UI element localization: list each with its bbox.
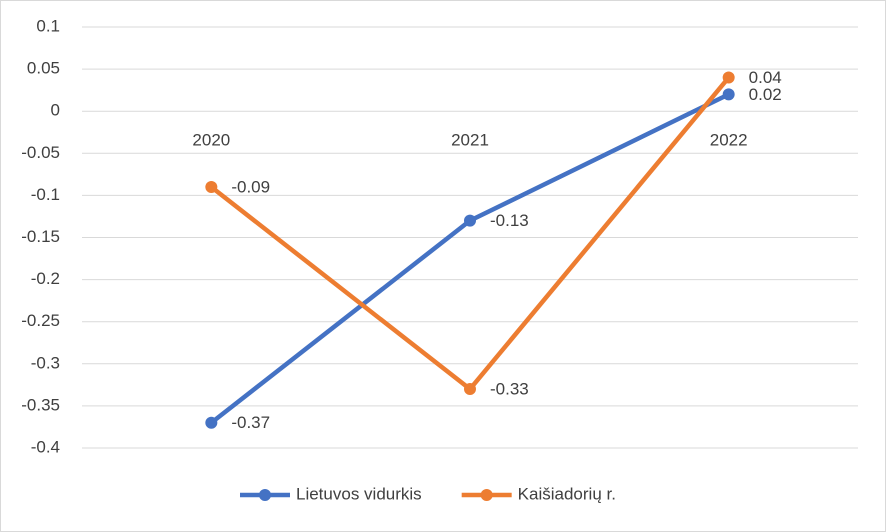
legend: Lietuvos vidurkis Kaišiadorių r. bbox=[240, 484, 616, 503]
legend-marker bbox=[259, 489, 271, 501]
data-label: -0.13 bbox=[490, 211, 529, 230]
data-label: 0.02 bbox=[749, 85, 782, 104]
data-point bbox=[464, 214, 476, 227]
data-label: 0.04 bbox=[749, 68, 782, 87]
x-tick-label: 2020 bbox=[192, 131, 230, 150]
x-tick-label: 2021 bbox=[451, 131, 489, 150]
y-tick-label: -0.1 bbox=[31, 185, 60, 204]
y-tick-label: 0.05 bbox=[27, 59, 60, 78]
y-tick-label: -0.2 bbox=[31, 269, 60, 288]
y-tick-label: -0.25 bbox=[21, 311, 60, 330]
y-tick-label: -0.05 bbox=[21, 143, 60, 162]
data-label: -0.37 bbox=[231, 413, 270, 432]
data-point bbox=[205, 416, 218, 429]
legend-marker bbox=[480, 489, 493, 501]
data-label: -0.09 bbox=[231, 177, 270, 196]
legend-label: Kaišiadorių r. bbox=[518, 484, 616, 503]
y-tick-label: 0 bbox=[51, 101, 60, 120]
data-point bbox=[722, 88, 735, 101]
y-tick-label: -0.3 bbox=[31, 353, 60, 372]
data-point bbox=[205, 180, 218, 193]
y-tick-label: -0.4 bbox=[31, 437, 60, 456]
data-label: -0.33 bbox=[490, 380, 529, 399]
y-tick-label: -0.15 bbox=[21, 227, 60, 246]
y-tick-label: 0.1 bbox=[36, 16, 60, 35]
data-point bbox=[464, 383, 476, 396]
y-tick-label: -0.35 bbox=[21, 395, 60, 414]
x-tick-label: 2022 bbox=[710, 131, 748, 150]
legend-label: Lietuvos vidurkis bbox=[296, 484, 422, 503]
data-point bbox=[722, 71, 735, 84]
